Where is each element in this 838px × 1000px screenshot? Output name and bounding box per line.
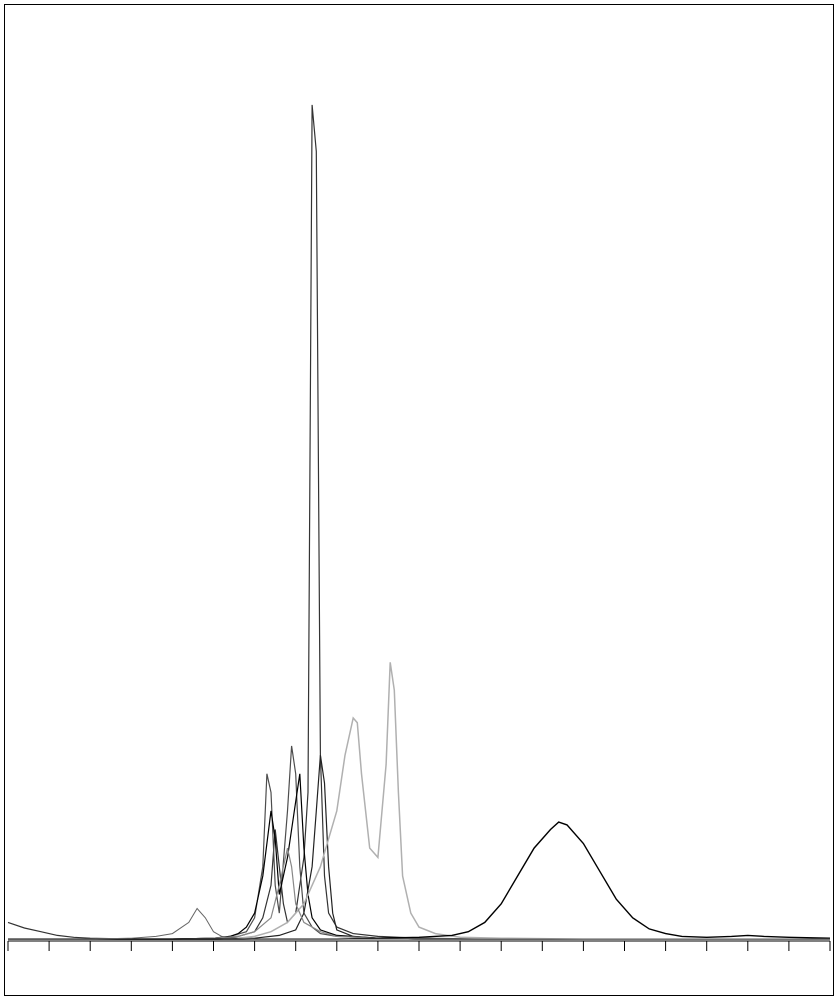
series-peak-small-left-gray bbox=[8, 848, 830, 939]
series-tiny-peaks-left bbox=[8, 909, 830, 940]
series-peak-broad-right bbox=[8, 822, 830, 939]
x-axis-ticks bbox=[8, 941, 830, 951]
series-peak-tall-dark bbox=[8, 105, 830, 939]
spectrum-chart bbox=[4, 4, 834, 996]
series-peak-medium-darkgray bbox=[8, 746, 830, 939]
series-peak-cluster-black bbox=[8, 774, 830, 939]
series-peak-dark-narrow bbox=[8, 755, 830, 939]
series-peak-lightgray-cluster bbox=[8, 662, 830, 939]
plot-area bbox=[8, 105, 830, 939]
